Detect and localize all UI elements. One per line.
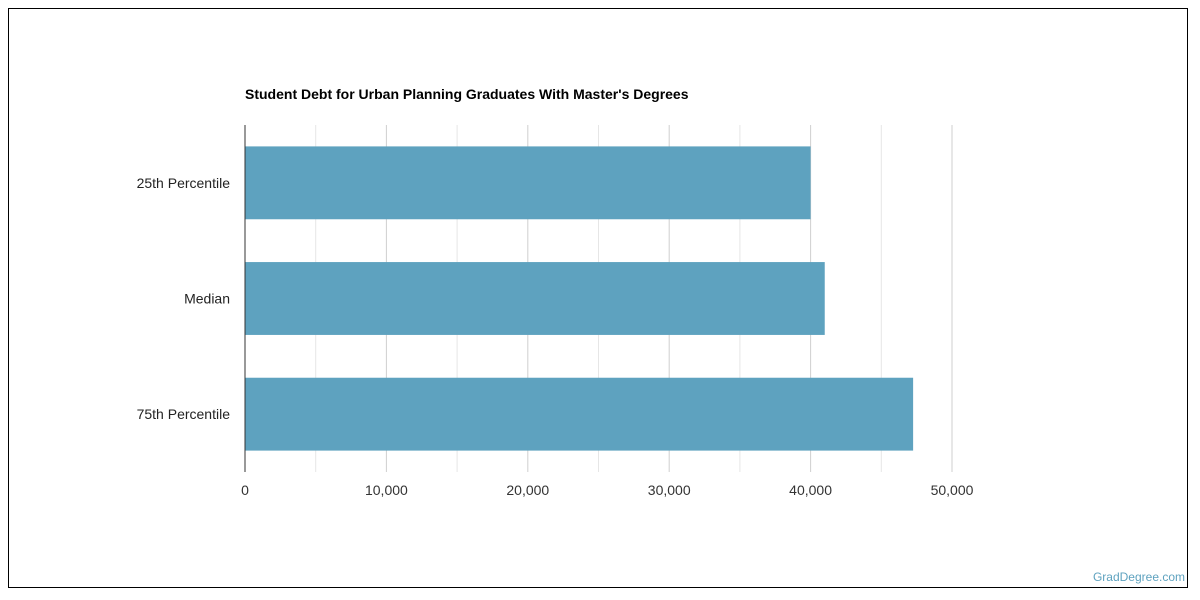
bar-median[interactable] — [245, 262, 825, 335]
bar-75th-percentile[interactable] — [245, 377, 914, 451]
x-tick-label: 10,000 — [365, 482, 408, 498]
x-tick-label: 30,000 — [648, 482, 691, 498]
x-tick-labels: 0 10,000 20,000 30,000 40,000 50,000 — [241, 482, 974, 498]
x-tick-label: 40,000 — [789, 482, 832, 498]
category-label: 25th Percentile — [137, 175, 231, 191]
x-tick-label: 0 — [241, 482, 249, 498]
chart-title: Student Debt for Urban Planning Graduate… — [245, 86, 689, 102]
bars — [245, 146, 914, 451]
category-labels: 25th Percentile Median 75th Percentile — [137, 175, 231, 422]
x-tick-label: 20,000 — [506, 482, 549, 498]
x-tick-label: 50,000 — [931, 482, 974, 498]
source-link[interactable]: GradDegree.com — [1092, 570, 1185, 584]
category-label: 75th Percentile — [137, 406, 231, 422]
bar-25th-percentile[interactable] — [245, 146, 811, 220]
category-label: Median — [184, 291, 230, 307]
